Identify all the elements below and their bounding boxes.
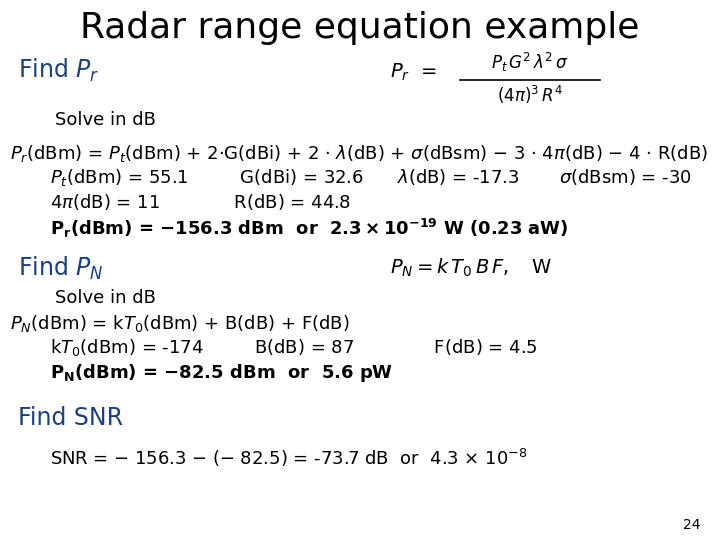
Text: $\bf{P_N}$(dBm) = $\bf{-82.5}$ dBm  or  $\bf{5.6\ pW}$: $\bf{P_N}$(dBm) = $\bf{-82.5}$ dBm or $\… (50, 362, 393, 384)
Text: Solve in dB: Solve in dB (55, 111, 156, 129)
Text: Find SNR: Find SNR (18, 406, 123, 430)
Text: Solve in dB: Solve in dB (55, 289, 156, 307)
Text: k$T_0$(dBm) = -174         B(dB) = 87              F(dB) = 4.5: k$T_0$(dBm) = -174 B(dB) = 87 F(dB) = 4.… (50, 338, 538, 359)
Text: $P_t\,G^2\,\lambda^2\,\sigma$: $P_t\,G^2\,\lambda^2\,\sigma$ (491, 50, 569, 73)
Text: $P_N = k\,T_0\,B\,F,$   W: $P_N = k\,T_0\,B\,F,$ W (390, 257, 552, 279)
Text: $\bf{P_r}$(dBm) = $\bf{-156.3}$ dBm  or  $\bf{2.3 \times 10^{-19}}$ W (0.23 aW): $\bf{P_r}$(dBm) = $\bf{-156.3}$ dBm or $… (50, 217, 569, 240)
Text: $P_r$(dBm) = $P_t$(dBm) + 2$\cdot$G(dBi) + 2 $\cdot$ $\lambda$(dB) + $\sigma$(dB: $P_r$(dBm) = $P_t$(dBm) + 2$\cdot$G(dBi)… (10, 143, 708, 164)
Text: Radar range equation example: Radar range equation example (81, 11, 639, 45)
Text: SNR = $-$ 156.3 $-$ ($-$ 82.5) = -73.7 dB  or  4.3 $\times$ 10$^{-8}$: SNR = $-$ 156.3 $-$ ($-$ 82.5) = -73.7 d… (50, 447, 528, 469)
Text: $P_r$  =: $P_r$ = (390, 62, 437, 83)
Text: Find $P_r$: Find $P_r$ (18, 56, 99, 84)
Text: 24: 24 (683, 518, 700, 532)
Text: Find $P_N$: Find $P_N$ (18, 254, 104, 281)
Text: $(4\pi)^3\,R^4$: $(4\pi)^3\,R^4$ (497, 84, 563, 106)
Text: $P_t$(dBm) = 55.1         G(dBi) = 32.6      $\lambda$(dB) = -17.3       $\sigma: $P_t$(dBm) = 55.1 G(dBi) = 32.6 $\lambda… (50, 167, 692, 188)
Text: 4$\pi$(dB) = 11             R(dB) = 44.8: 4$\pi$(dB) = 11 R(dB) = 44.8 (50, 192, 351, 212)
Text: $P_N$(dBm) = k$T_0$(dBm) + B(dB) + F(dB): $P_N$(dBm) = k$T_0$(dBm) + B(dB) + F(dB) (10, 313, 350, 334)
